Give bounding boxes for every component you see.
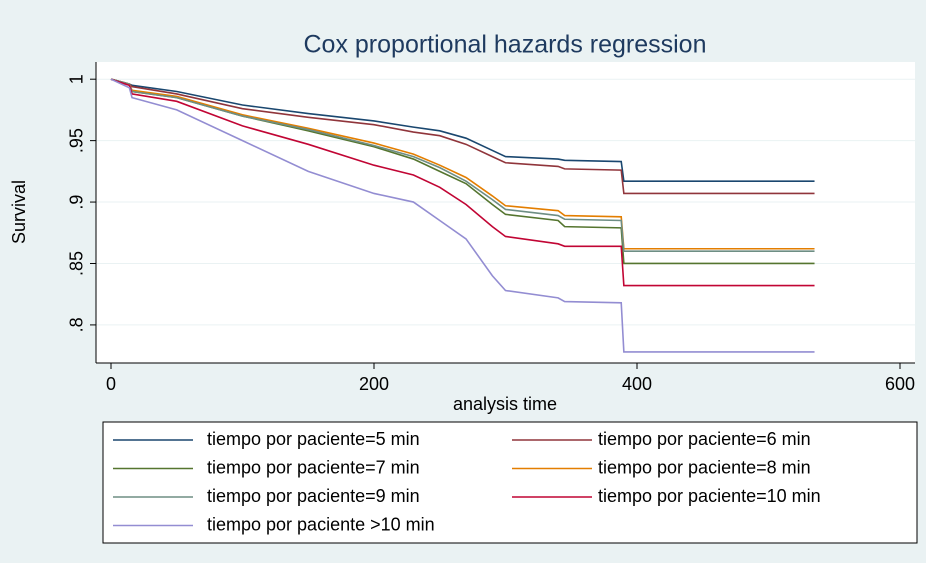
plot-area [96,62,915,363]
survival-line [110,78,815,287]
survival-line [110,78,815,250]
survival-line [110,78,815,182]
y-axis-label: Survival [9,180,29,244]
legend-label: tiempo por paciente=9 min [207,486,420,506]
x-tick-label: 400 [622,374,652,394]
chart-title: Cox proportional hazards regression [304,31,707,59]
x-tick-label: 600 [885,374,915,394]
x-tick-label: 200 [359,374,389,394]
legend-label: tiempo por paciente=10 min [598,486,821,506]
legend-label: tiempo por paciente=5 min [207,429,420,449]
survival-line [110,78,815,353]
legend-box [102,421,918,544]
survival-line [110,78,815,195]
legend-label: tiempo por paciente >10 min [207,514,435,534]
y-tick-label: .9 [67,195,87,210]
y-tick-label: 1 [67,74,87,84]
legend-label: tiempo por paciente=8 min [598,457,811,477]
y-tick-label: .95 [67,128,87,153]
survival-line [110,78,815,252]
y-tick-label: .85 [67,251,87,276]
x-tick-label: 0 [106,374,116,394]
legend-label: tiempo por paciente=7 min [207,457,420,477]
legend-label: tiempo por paciente=6 min [598,429,811,449]
y-tick-label: .8 [67,317,87,332]
x-axis-label: analysis time [453,394,557,414]
